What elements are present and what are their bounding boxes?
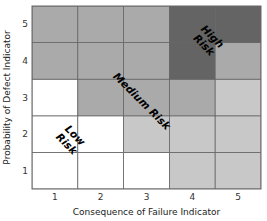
annotation: Medium Risk: [111, 70, 174, 133]
cell: [32, 43, 78, 80]
y-tick-label: 2: [22, 129, 28, 139]
cell: [78, 79, 124, 116]
annotation-line: Risk: [54, 131, 81, 158]
cell: [215, 152, 261, 189]
y-tick-label: 5: [22, 19, 28, 29]
cell: [215, 116, 261, 153]
cell: [32, 79, 78, 116]
y-tick-label: 1: [22, 166, 28, 176]
cell: [215, 43, 261, 80]
cell: [124, 152, 170, 189]
cells: [32, 6, 261, 189]
x-tick-label: 2: [98, 192, 104, 202]
x-tick-label: 4: [189, 192, 195, 202]
cell: [215, 79, 261, 116]
plot-frame: [32, 6, 261, 189]
x-tick-label: 5: [235, 192, 241, 202]
cell: [169, 116, 215, 153]
x-axis-label: Consequence of Failure Indicator: [73, 207, 221, 217]
cell: [124, 6, 170, 43]
x-tick-label: 1: [52, 192, 58, 202]
cell: [78, 116, 124, 153]
cell: [32, 6, 78, 43]
x-tick-label: 3: [144, 192, 150, 202]
cell: [124, 43, 170, 80]
y-axis-label: Probability of Defect Indicator: [2, 30, 12, 165]
y-tick-label: 4: [22, 56, 28, 66]
annotation-line: Medium Risk: [111, 70, 174, 133]
y-tick-label: 3: [22, 93, 28, 103]
annotation: HighRisk: [190, 22, 226, 58]
cell: [78, 152, 124, 189]
cell: [78, 6, 124, 43]
annotation: LowRisk: [54, 122, 89, 157]
cell: [169, 79, 215, 116]
cell: [32, 152, 78, 189]
cell: [169, 152, 215, 189]
annotation-line: Risk: [191, 32, 218, 59]
chart: LowRisk Medium Risk HighRisk 1 2 3 4 5 1 2 3 4 5 Cons…: [0, 0, 267, 221]
